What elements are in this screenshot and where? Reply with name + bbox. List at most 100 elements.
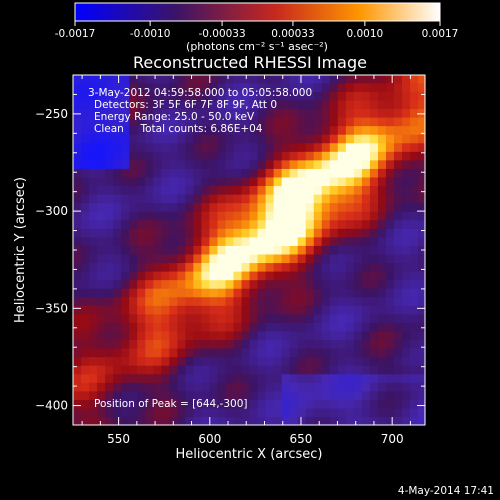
heatmap-cell: [185, 296, 194, 306]
heatmap-cell: [97, 134, 106, 144]
heatmap-cell: [105, 271, 114, 281]
heatmap-cell: [402, 407, 411, 418]
heatmap-cell: [289, 245, 299, 255]
heatmap-cell: [305, 305, 315, 315]
heatmap-cell: [185, 91, 194, 101]
heatmap-cell: [377, 99, 387, 110]
heatmap-cell: [193, 399, 202, 409]
heatmap-cell: [233, 407, 243, 418]
heatmap-cell: [153, 245, 162, 255]
heatmap-cell: [289, 399, 299, 409]
heatmap-cell: [81, 348, 90, 358]
heatmap-cell: [329, 390, 339, 400]
heatmap-cell: [369, 236, 379, 246]
heatmap-cell: [201, 356, 211, 366]
heatmap-cell: [73, 382, 82, 392]
heatmap-cell: [193, 82, 202, 92]
heatmap-cell: [129, 108, 138, 118]
heatmap-cell: [217, 168, 227, 178]
heatmap-cell: [313, 142, 323, 152]
heatmap-cell: [73, 168, 82, 178]
heatmap-cell: [345, 407, 355, 418]
heatmap-cell: [369, 99, 379, 110]
heatmap-cell: [361, 365, 371, 375]
heatmap-cell: [313, 75, 323, 84]
heatmap-cell: [273, 330, 283, 341]
heatmap-cell: [233, 330, 243, 341]
heatmap-cell: [297, 288, 307, 298]
heatmap-cell: [177, 390, 186, 400]
heatmap-cell: [337, 407, 347, 418]
heatmap-cell: [73, 399, 82, 409]
heatmap-cell: [345, 262, 355, 272]
heatmap-cell: [305, 99, 315, 110]
heatmap-cell: [161, 407, 170, 418]
heatmap-cell: [201, 82, 211, 92]
heatmap-cell: [161, 271, 170, 281]
heatmap-cell: [369, 313, 379, 323]
heatmap-cell: [161, 219, 170, 229]
heatmap-cell: [361, 211, 371, 221]
heatmap-cell: [377, 82, 387, 92]
heatmap-cell: [313, 219, 323, 229]
heatmap-cell: [121, 211, 130, 221]
heatmap-cell: [73, 330, 82, 341]
heatmap-cell: [241, 253, 251, 264]
heatmap-cell: [137, 91, 146, 101]
heatmap-cell: [169, 159, 178, 169]
heatmap-cell: [377, 390, 387, 400]
heatmap-cell: [241, 322, 251, 332]
heatmap-cell: [129, 288, 138, 298]
heatmap-cell: [337, 382, 347, 392]
heatmap-cell: [145, 159, 154, 169]
heatmap-cell: [217, 91, 227, 101]
heatmap-cell: [361, 185, 371, 195]
heatmap-cell: [137, 211, 146, 221]
heatmap-cell: [402, 134, 411, 144]
heatmap-cell: [169, 356, 178, 366]
heatmap-cell: [201, 288, 211, 298]
heatmap-cell: [241, 142, 251, 152]
heatmap-cell: [377, 176, 387, 187]
heatmap-cell: [209, 202, 219, 212]
heatmap-cell: [97, 322, 106, 332]
heatmap-cell: [217, 228, 227, 238]
heatmap-cell: [337, 348, 347, 358]
heatmap-cell: [209, 416, 219, 425]
heatmap-cell: [281, 125, 291, 135]
heatmap-cell: [257, 228, 267, 238]
heatmap-cell: [305, 91, 315, 101]
heatmap-cell: [225, 279, 235, 289]
heatmap-cell: [153, 202, 162, 212]
heatmap-cell: [337, 99, 347, 110]
heatmap-cell: [209, 253, 219, 264]
heatmap-cell: [97, 245, 106, 255]
heatmap-cell: [233, 108, 243, 118]
heatmap-cell: [313, 125, 323, 135]
heatmap-cell: [185, 313, 194, 323]
heatmap-cell: [121, 288, 130, 298]
heatmap-cell: [129, 194, 138, 204]
heatmap-cell: [129, 365, 138, 375]
heatmap-cell: [121, 176, 130, 187]
heatmap-cell: [225, 236, 235, 246]
heatmap-cell: [337, 399, 347, 409]
heatmap-cell: [241, 185, 251, 195]
heatmap-cell: [209, 142, 219, 152]
heatmap-cell: [185, 99, 194, 110]
heatmap-cell: [393, 219, 403, 229]
heatmap-cell: [249, 330, 259, 341]
heatmap-cell: [265, 348, 275, 358]
heatmap-cell: [257, 185, 267, 195]
heatmap-cell: [97, 356, 106, 366]
heatmap-cell: [145, 219, 154, 229]
heatmap-cell: [361, 356, 371, 366]
heatmap-cell: [418, 365, 425, 375]
heatmap-cell: [353, 322, 363, 332]
heatmap-cell: [89, 91, 98, 101]
heatmap-cell: [281, 236, 291, 246]
heatmap-cell: [113, 279, 122, 289]
heatmap-cell: [265, 305, 275, 315]
heatmap-cell: [201, 365, 211, 375]
heatmap-cell: [385, 202, 395, 212]
